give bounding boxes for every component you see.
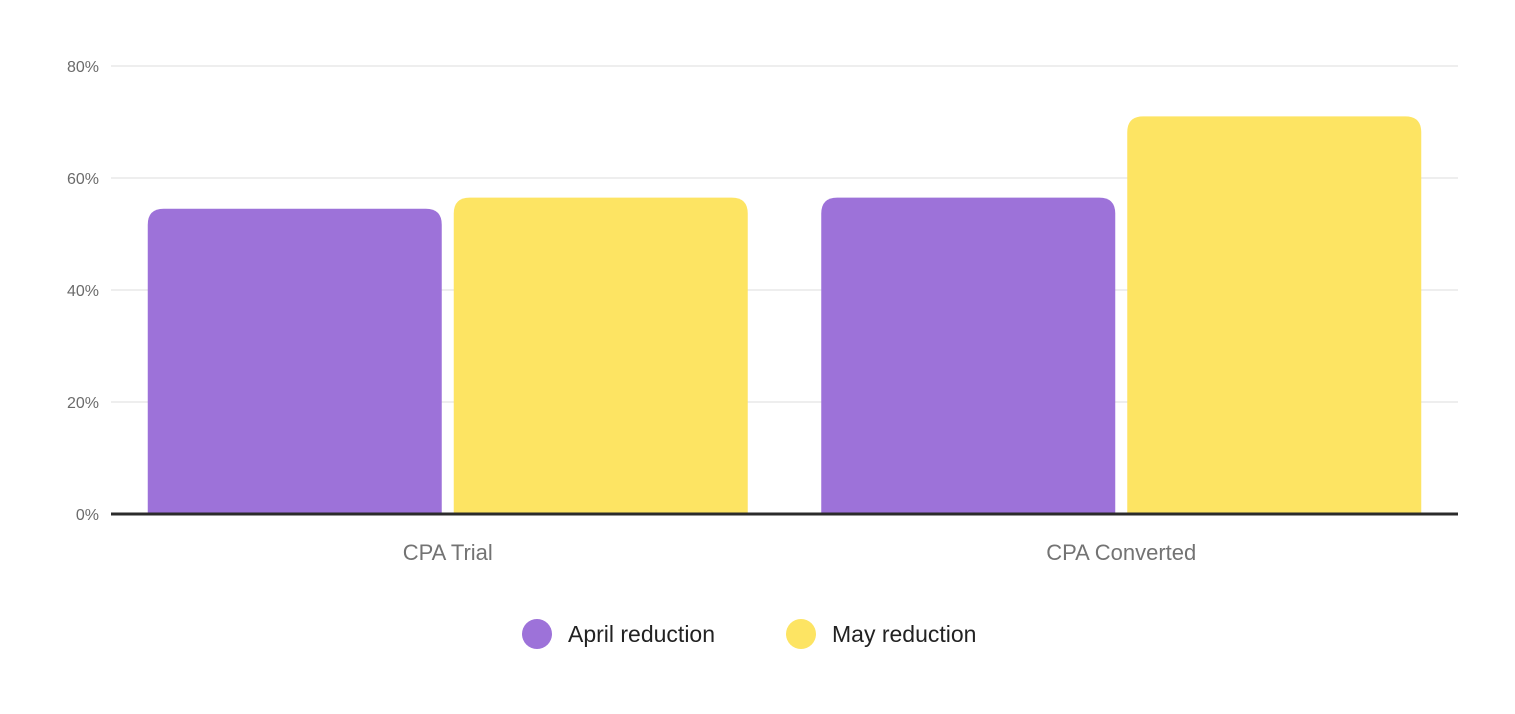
y-tick-label: 80% bbox=[67, 59, 99, 76]
y-tick-label: 20% bbox=[67, 395, 99, 412]
bar-cpa-converted-may-reduction bbox=[1127, 116, 1422, 515]
legend-swatch bbox=[786, 619, 816, 649]
y-tick-label: 40% bbox=[67, 283, 99, 300]
y-tick-label: 60% bbox=[67, 171, 99, 188]
legend-label: April reduction bbox=[568, 621, 715, 647]
bar-cpa-converted-april-reduction bbox=[821, 197, 1116, 514]
bars-layer bbox=[147, 116, 1422, 515]
bar-cpa-trial-april-reduction bbox=[147, 208, 442, 515]
x-category-label: CPA Converted bbox=[1046, 540, 1196, 565]
y-tick-label: 0% bbox=[76, 507, 99, 524]
bar-cpa-trial-may-reduction bbox=[453, 197, 748, 514]
legend-label: May reduction bbox=[832, 621, 976, 647]
legend-swatch bbox=[522, 619, 552, 649]
x-category-label: CPA Trial bbox=[403, 540, 493, 565]
category-labels: CPA Trial CPA Converted bbox=[403, 540, 1197, 565]
legend: April reduction May reduction bbox=[522, 619, 976, 649]
